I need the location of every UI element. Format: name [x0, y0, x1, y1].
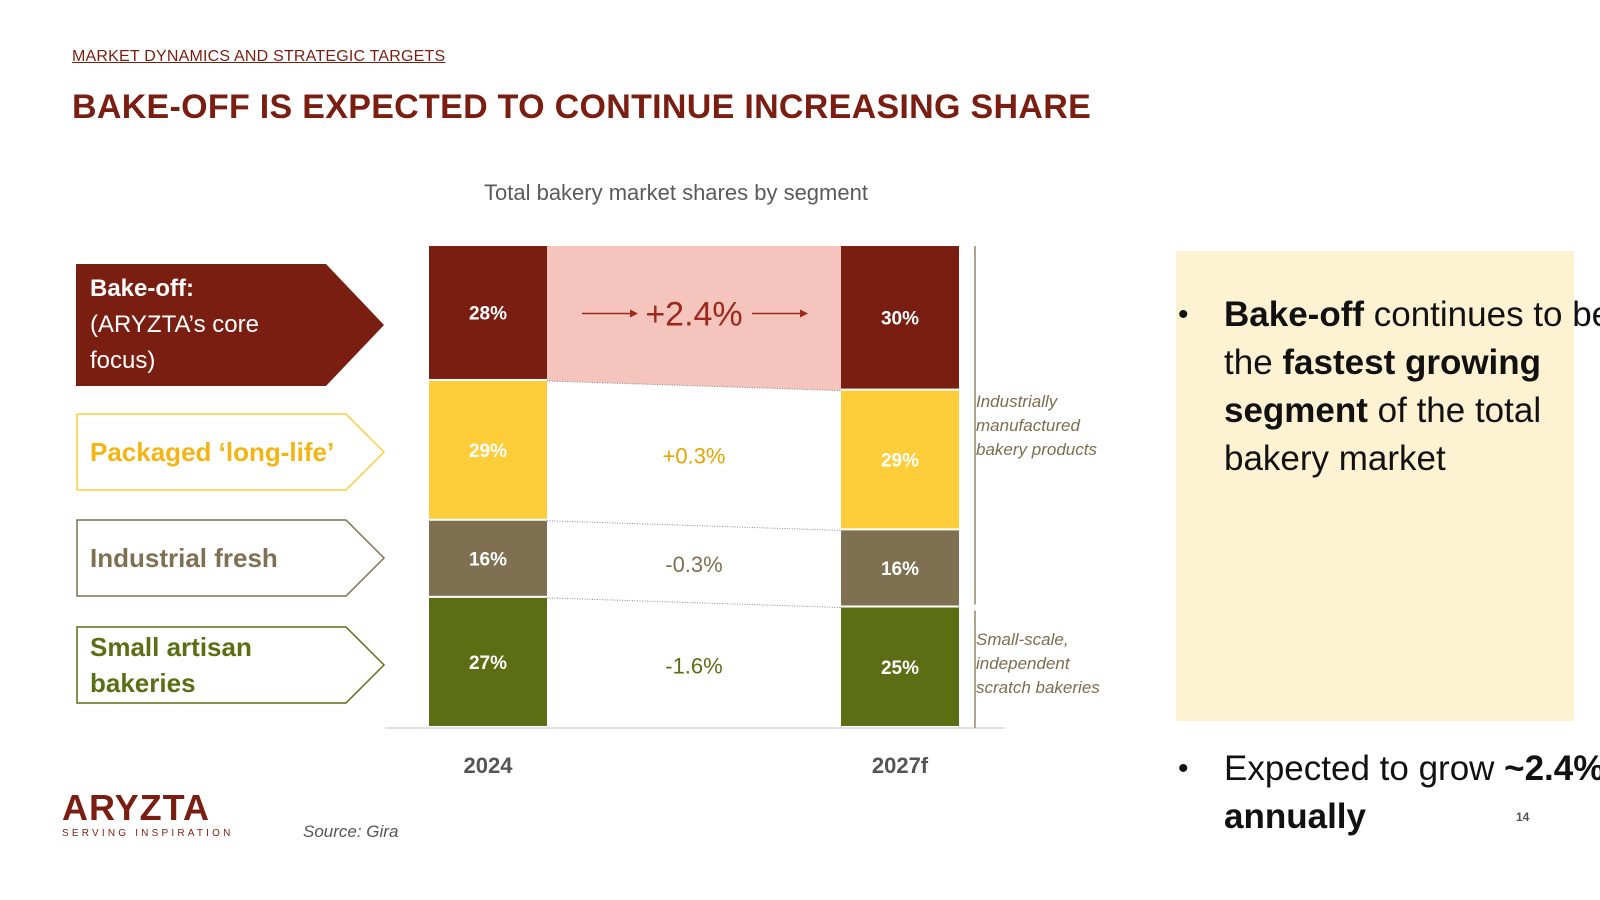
growth-arrow-head [630, 309, 638, 318]
bar-data-label: 16% [881, 559, 919, 580]
logo-tagline: SERVING INSPIRATION [62, 828, 234, 839]
segment-arrow-shape [76, 413, 386, 491]
industrial-fresh-label-text: Industrial fresh [90, 543, 278, 573]
bar-segment [841, 607, 959, 726]
bake-off-growth-band [547, 246, 841, 391]
segment-arrow-shape [76, 519, 386, 597]
bar-data-label: 30% [881, 308, 919, 329]
change-label: +2.4% [645, 295, 742, 333]
page-title: BAKE-OFF IS EXPECTED TO CONTINUE INCREAS… [72, 88, 1092, 126]
segment-label-packaged: Packaged ‘long-life’ [76, 413, 386, 491]
segment-arrow-shape [76, 264, 384, 386]
source-note: Source: Gira [303, 822, 399, 841]
change-label: -1.6% [665, 653, 722, 678]
bar-data-label: 29% [881, 450, 919, 471]
segment-label-small-artisan: Small artisan bakeries [76, 626, 386, 704]
segment-label-bake-off: Bake-off: (ARYZTA’s core focus) [76, 264, 386, 386]
bar-segment [429, 380, 547, 519]
small-artisan-label-text: Small artisan bakeries [90, 632, 252, 698]
x-tick-label: 2024 [464, 753, 514, 778]
aryzta-logo: ARYZTA SERVING INSPIRATION [62, 787, 234, 840]
bar-data-label: 25% [881, 658, 919, 679]
segment-connector-line [546, 380, 842, 392]
bar-data-label: 27% [469, 653, 507, 674]
x-tick-label: 2027f [872, 753, 929, 778]
segment-connector-line [546, 520, 842, 531]
page-number: 14 [1516, 810, 1530, 824]
change-label: +0.3% [663, 444, 726, 469]
segment-label-industrial-fresh: Industrial fresh [76, 519, 386, 597]
chart-title: Total bakery market shares by segment [484, 180, 868, 205]
packaged-label-text: Packaged ‘long-life’ [90, 437, 335, 467]
bar-segment [429, 520, 547, 596]
segment-arrow-shape [76, 626, 386, 704]
logo-wordmark: ARYZTA [62, 787, 210, 828]
bar-data-label: 28% [469, 303, 507, 324]
bar-segment [429, 246, 547, 379]
bar-segment [429, 597, 547, 726]
bracket-label-industrial: Industrially manufactured bakery product… [976, 392, 1097, 459]
bake-off-label-text: Bake-off: (ARYZTA’s core focus) [90, 275, 259, 374]
callout-bullet-1: Bake-off continues to be the fastest gro… [1178, 291, 1600, 483]
bracket-label-scratch: Small-scale, independent scratch bakerie… [976, 630, 1100, 697]
growth-arrow-head [800, 309, 808, 318]
bar-data-label: 16% [469, 549, 507, 570]
section-kicker: MARKET DYNAMICS AND STRATEGIC TARGETS [72, 48, 446, 65]
bar-segment [841, 530, 959, 606]
key-takeaways-callout: Bake-off continues to be the fastest gro… [1176, 251, 1600, 836]
segment-connector-line [546, 597, 842, 608]
bar-segment [841, 246, 959, 389]
callout-bullet-2: Expected to grow ~2.4% annually [1178, 745, 1600, 841]
change-label: -0.3% [665, 552, 722, 577]
bar-segment [841, 390, 959, 529]
bar-data-label: 29% [469, 441, 507, 462]
